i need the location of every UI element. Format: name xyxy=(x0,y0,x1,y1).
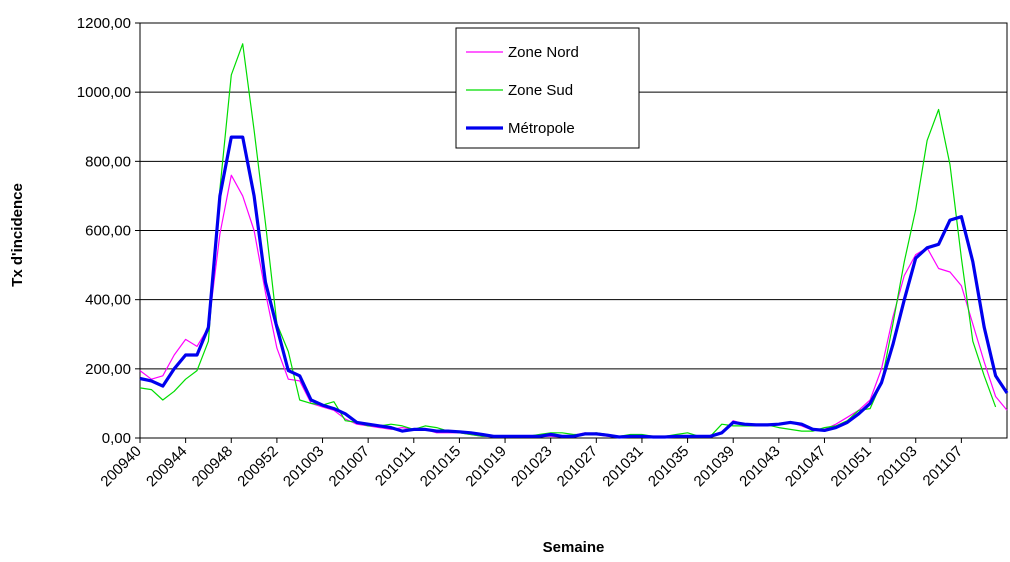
y-axis-title: Tx d'incidence xyxy=(9,183,26,287)
x-tick-label: 201019 xyxy=(462,443,509,490)
x-tick-label: 200944 xyxy=(143,443,190,490)
x-tick-label: 201043 xyxy=(736,443,783,490)
y-tick-label: 1200,00 xyxy=(77,15,131,32)
x-tick-label: 201051 xyxy=(828,443,875,490)
series-line-3 xyxy=(139,135,1009,439)
y-tick-label: 0,00 xyxy=(102,430,131,447)
x-tick-label: 201039 xyxy=(691,443,738,490)
series-layer xyxy=(139,43,1009,439)
x-tick-label: 201011 xyxy=(372,443,419,490)
legend-label: Zone Nord xyxy=(508,44,579,61)
x-axis: 2009402009442009482009522010032010072010… xyxy=(97,438,966,490)
x-tick-label: 201023 xyxy=(508,443,555,490)
y-tick-label: 1000,00 xyxy=(77,84,131,101)
x-tick-label: 200948 xyxy=(189,443,236,490)
x-tick-label: 201031 xyxy=(599,443,646,490)
x-tick-label: 201015 xyxy=(417,443,464,490)
x-tick-label: 201047 xyxy=(782,443,829,490)
x-tick-label: 201107 xyxy=(920,443,967,490)
y-tick-label: 200,00 xyxy=(85,361,131,378)
x-tick-label: 201007 xyxy=(326,443,373,490)
y-tick-label: 600,00 xyxy=(85,223,131,240)
legend-label: Zone Sud xyxy=(508,82,573,99)
x-tick-label: 200940 xyxy=(97,443,144,490)
x-tick-label: 201027 xyxy=(554,443,601,490)
x-tick-label: 200952 xyxy=(234,443,281,490)
x-tick-label: 201003 xyxy=(280,443,327,490)
y-tick-label: 800,00 xyxy=(85,153,131,170)
y-tick-label: 400,00 xyxy=(85,292,131,309)
legend-label: Métropole xyxy=(508,120,575,137)
series-line-2 xyxy=(139,43,997,437)
x-axis-title: Semaine xyxy=(543,539,605,556)
legend: Zone Nord Zone Sud Métropole xyxy=(455,27,640,149)
x-tick-label: 201035 xyxy=(645,443,692,490)
x-tick-label: 201103 xyxy=(874,443,921,490)
y-axis: 0,00 200,00 400,00 600,00 800,00 1000,00 1200,… xyxy=(77,15,140,447)
